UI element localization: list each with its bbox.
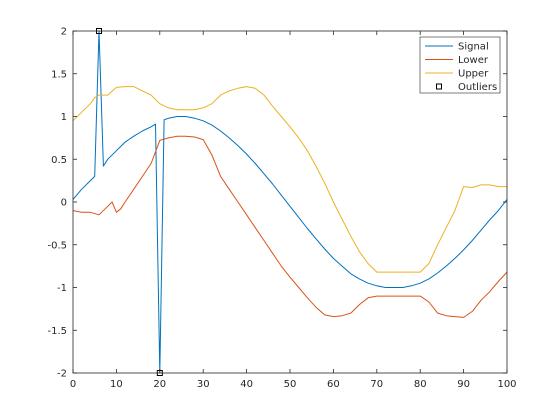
y-tick-label: -2 — [57, 369, 67, 380]
y-tick-label: 2 — [61, 27, 67, 38]
legend-label-upper: Upper — [458, 69, 489, 80]
legend-label-signal: Signal — [458, 42, 489, 53]
x-tick-label: 30 — [197, 379, 210, 390]
y-tick-label: 0 — [61, 198, 67, 209]
x-tick-label: 0 — [70, 379, 76, 390]
x-tick-label: 90 — [457, 379, 470, 390]
x-tick-label: 80 — [414, 379, 427, 390]
x-tick-label: 40 — [240, 379, 253, 390]
legend-label-lower: Lower — [458, 55, 489, 66]
series-line-lower — [72, 135, 508, 318]
series-line-upper — [72, 86, 507, 273]
y-tick-label: -0.5 — [47, 240, 67, 251]
y-tick-label: 1 — [61, 112, 67, 123]
axes-layer: 0 10 20 30 40 50 60 70 80 90 100 -2 -1.5 -1 -0.5 0 0.5 1 1… — [47, 27, 516, 391]
x-tick-label: 10 — [110, 379, 123, 390]
x-tick-label: 50 — [284, 379, 297, 390]
legend-swatch-outliers — [436, 83, 442, 90]
series-layer — [72, 28, 508, 376]
legend-label-outliers: Outliers — [458, 82, 497, 93]
y-tick-label: -1 — [57, 283, 67, 294]
x-tick-label: 100 — [497, 379, 516, 390]
y-tick-label: 0.5 — [51, 155, 67, 166]
legend: Signal Lower Upper Outliers — [419, 36, 501, 94]
x-tick-label: 60 — [327, 379, 340, 390]
y-tick-label: -1.5 — [47, 326, 67, 337]
series-line-signal — [72, 30, 508, 374]
x-tick-label: 70 — [370, 379, 383, 390]
y-tick-label: 1.5 — [51, 69, 67, 80]
x-tick-label: 20 — [153, 379, 166, 390]
